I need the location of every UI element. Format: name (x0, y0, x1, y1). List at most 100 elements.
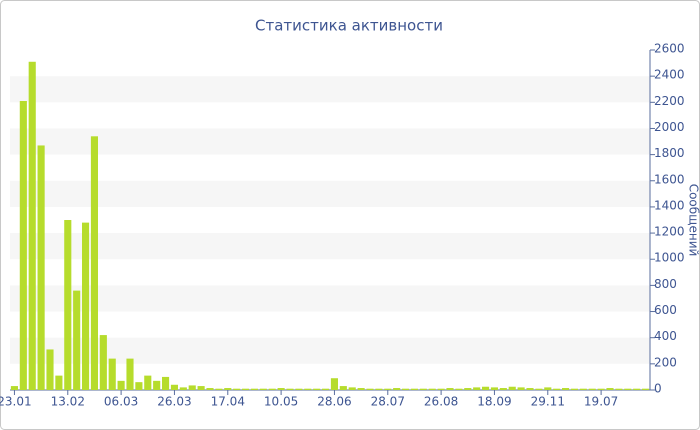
bar (437, 388, 445, 390)
bar (64, 220, 72, 390)
y-tick-label: 1600 (654, 172, 685, 186)
bar (286, 388, 294, 390)
bar (144, 375, 152, 390)
bar (10, 386, 18, 390)
bar (179, 387, 187, 390)
bar (153, 380, 161, 390)
y-tick-label: 0 (654, 382, 662, 396)
x-tick-label: 29.11 (531, 395, 565, 409)
bar (330, 378, 338, 390)
bar (446, 388, 454, 390)
bar (499, 388, 507, 390)
bar (455, 388, 463, 390)
bar (46, 349, 54, 390)
bar (197, 386, 205, 390)
bar (570, 388, 578, 390)
grid-band (10, 128, 650, 155)
bar (428, 388, 436, 390)
bar (375, 388, 383, 390)
bar (73, 290, 81, 390)
bar (250, 388, 258, 390)
y-tick-label: 1800 (654, 146, 685, 160)
bar (259, 388, 267, 390)
bar (419, 388, 427, 390)
y-tick-label: 2200 (654, 94, 685, 108)
y-axis-title: Сообщений (687, 184, 700, 257)
bar (188, 385, 196, 390)
bar (624, 388, 632, 390)
bar (28, 61, 36, 391)
chart-title: Статистика активности (255, 17, 443, 35)
x-tick-label: 26.03 (157, 395, 191, 409)
bar (544, 387, 552, 390)
bar (366, 388, 374, 390)
x-tick-label: 26.08 (424, 395, 458, 409)
bar (313, 388, 321, 390)
bar (633, 388, 641, 390)
bar (215, 388, 223, 390)
bar (535, 388, 543, 390)
y-tick-label: 1000 (654, 251, 685, 265)
y-tick-label: 600 (654, 303, 677, 317)
bar (233, 388, 241, 390)
x-tick-label: 13.02 (51, 395, 85, 409)
grid-band (10, 233, 650, 260)
bar (348, 387, 356, 390)
bar (588, 388, 596, 390)
bar (562, 388, 570, 390)
bar (579, 388, 587, 390)
bar (642, 388, 650, 390)
bar (464, 388, 472, 390)
bar (162, 376, 170, 390)
bar (242, 388, 250, 390)
grid-band (10, 285, 650, 312)
x-tick-label: 23.01 (0, 395, 32, 409)
bar (597, 388, 605, 390)
bar (473, 387, 481, 390)
x-tick-label: 06.03 (104, 395, 138, 409)
bar (508, 386, 516, 390)
y-tick-label: 200 (654, 355, 677, 369)
bar (37, 145, 45, 390)
x-tick-label: 19.07 (584, 395, 618, 409)
x-tick-label: 17.04 (211, 395, 245, 409)
y-tick-label: 2000 (654, 120, 685, 134)
bar (117, 380, 125, 390)
y-tick-label: 2600 (654, 42, 685, 56)
bar (108, 358, 116, 390)
bar (99, 335, 107, 390)
bar (224, 388, 232, 390)
bar (268, 388, 276, 390)
bar (295, 388, 303, 390)
bar (126, 358, 134, 390)
bar (339, 386, 347, 390)
bar (90, 136, 98, 390)
bar (277, 388, 285, 390)
grid-band (10, 76, 650, 103)
bar (526, 388, 534, 390)
bar (206, 388, 214, 390)
bar (135, 382, 143, 390)
y-tick-label: 400 (654, 329, 677, 343)
bar (490, 387, 498, 390)
x-tick-label: 18.09 (477, 395, 511, 409)
bar (55, 375, 63, 390)
bar (482, 386, 490, 390)
bar (402, 388, 410, 390)
bar (170, 384, 178, 390)
grid-band (10, 337, 650, 364)
bar (615, 388, 623, 390)
grid-band (10, 180, 650, 207)
bar (322, 388, 330, 390)
x-tick-label: 10.05 (264, 395, 298, 409)
bar (553, 388, 561, 390)
bar (304, 388, 312, 390)
bar (606, 388, 614, 390)
x-tick-label: 28.07 (371, 395, 405, 409)
bar (393, 388, 401, 390)
bar (410, 388, 418, 390)
y-tick-label: 800 (654, 277, 677, 291)
x-tick-label: 28.06 (317, 395, 351, 409)
